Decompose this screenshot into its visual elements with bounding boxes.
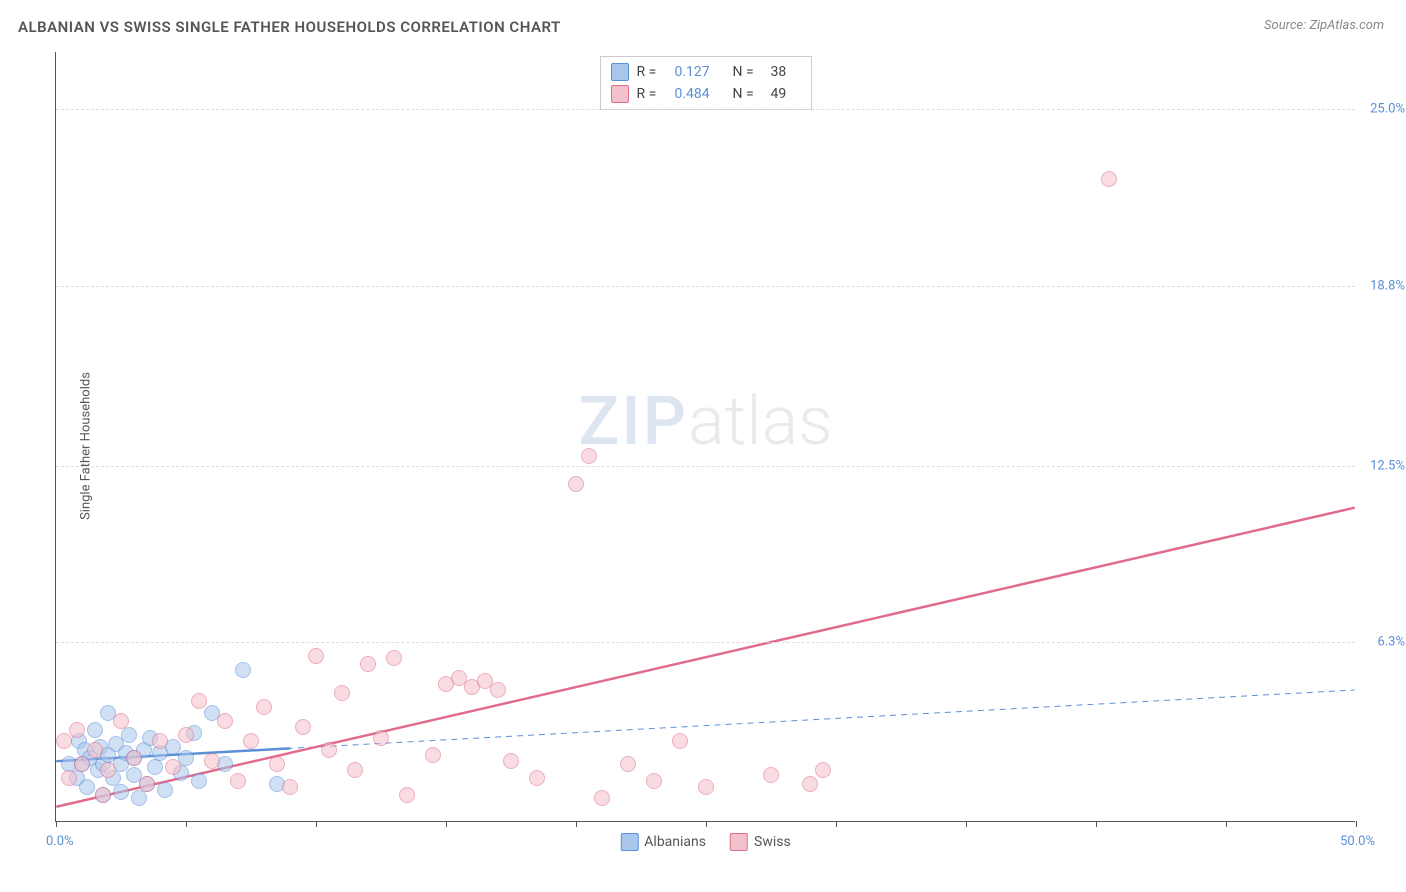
data-point [581,448,597,464]
x-axis-min-label: 0.0% [46,834,74,849]
chart-source: Source: ZipAtlas.com [1264,18,1384,33]
data-point [147,759,163,775]
data-point [594,790,610,806]
chart-container: ALBANIAN VS SWISS SINGLE FATHER HOUSEHOL… [0,0,1406,892]
data-point [178,727,194,743]
data-point [56,733,72,749]
x-tick [1356,821,1357,827]
y-tick-label: 25.0% [1370,102,1405,117]
data-point [139,776,155,792]
data-point [230,773,246,789]
data-point [334,685,350,701]
data-point [399,787,415,803]
data-point [100,762,116,778]
legend-series: Albanians Swiss [620,833,790,851]
data-point [191,693,207,709]
data-point [568,476,584,492]
data-point [87,722,103,738]
data-point [204,753,220,769]
data-point [131,790,147,806]
data-point [425,747,441,763]
data-point [295,719,311,735]
data-point [113,713,129,729]
chart-title: ALBANIAN VS SWISS SINGLE FATHER HOUSEHOL… [18,18,561,36]
x-tick [1226,821,1227,827]
data-point [1101,171,1117,187]
data-point [763,767,779,783]
x-axis-max-label: 50.0% [1340,834,1375,849]
data-point [121,727,137,743]
grid-line [56,642,1355,643]
data-point [490,682,506,698]
plot-area: ZIPatlas R =0.127N =38R =0.484N =49 0.0%… [55,52,1355,822]
data-point [802,776,818,792]
regression-lines [56,52,1355,821]
x-tick [186,821,187,827]
legend-swatch [730,833,748,851]
data-point [347,762,363,778]
data-point [672,733,688,749]
y-tick-label: 12.5% [1370,458,1405,473]
data-point [61,770,77,786]
data-point [503,753,519,769]
data-point [269,756,285,772]
grid-line [56,286,1355,287]
x-tick [1096,821,1097,827]
grid-line [56,109,1355,110]
legend-stat-row: R =0.127N =38 [611,61,801,83]
x-tick [56,821,57,827]
legend-stats: R =0.127N =38R =0.484N =49 [600,56,812,110]
data-point [165,759,181,775]
data-point [373,730,389,746]
source-link[interactable]: ZipAtlas.com [1309,18,1384,33]
x-tick [446,821,447,827]
x-tick [966,821,967,827]
data-point [698,779,714,795]
grid-line [56,466,1355,467]
watermark: ZIPatlas [578,381,832,461]
data-point [126,750,142,766]
y-tick-label: 6.3% [1377,635,1405,650]
legend-swatch [611,85,629,103]
legend-stat-row: R =0.484N =49 [611,83,801,105]
x-tick [576,821,577,827]
data-point [360,656,376,672]
data-point [256,699,272,715]
x-tick [706,821,707,827]
y-tick-label: 18.8% [1370,278,1405,293]
data-point [87,742,103,758]
data-point [321,742,337,758]
data-point [74,756,90,772]
data-point [157,782,173,798]
data-point [235,662,251,678]
x-tick [836,821,837,827]
data-point [815,762,831,778]
x-tick [316,821,317,827]
legend-series-item: Albanians [620,833,706,851]
data-point [69,722,85,738]
data-point [191,773,207,789]
legend-swatch [611,63,629,81]
data-point [646,773,662,789]
data-point [152,733,168,749]
data-point [113,784,129,800]
data-point [79,779,95,795]
data-point [282,779,298,795]
data-point [620,756,636,772]
data-point [95,787,111,803]
data-point [308,648,324,664]
data-point [529,770,545,786]
legend-series-item: Swiss [730,833,791,851]
data-point [386,650,402,666]
data-point [217,713,233,729]
data-point [243,733,259,749]
legend-swatch [620,833,638,851]
